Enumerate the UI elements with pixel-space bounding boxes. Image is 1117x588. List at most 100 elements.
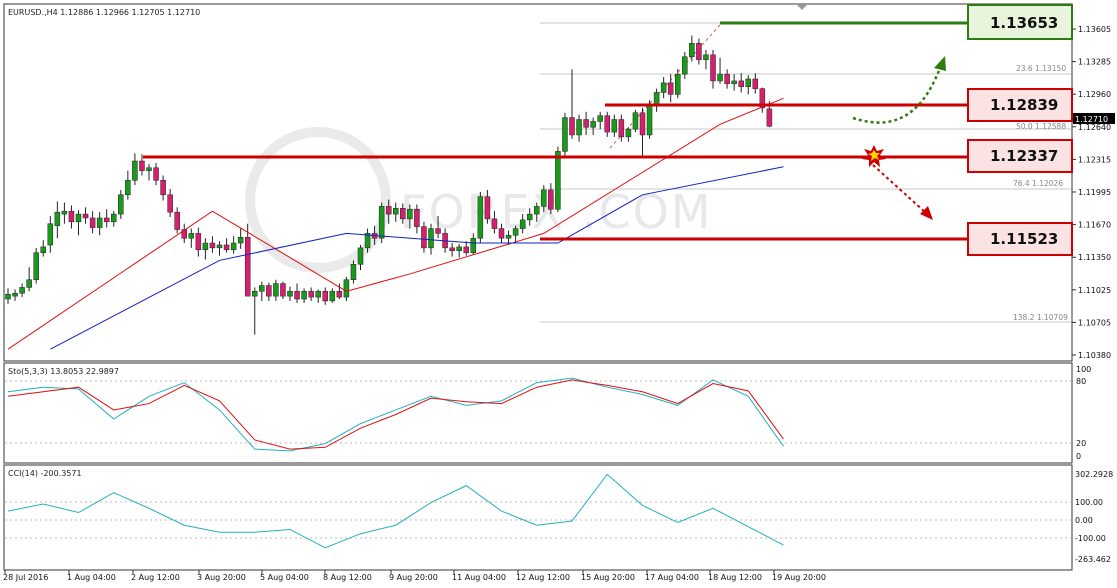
candle: [329, 288, 336, 303]
price-axis: 1.13605 1.13285 1.12960 1.12640 1.12315 1.119…: [1072, 25, 1111, 360]
candle-body: [498, 228, 505, 239]
candle: [470, 233, 477, 255]
candle: [47, 216, 54, 253]
candle-body: [195, 233, 202, 251]
candle-body: [26, 279, 32, 288]
candle: [428, 223, 434, 255]
candle-body: [103, 217, 110, 223]
candle: [583, 111, 589, 135]
candle-body: [414, 209, 420, 227]
candle-body: [315, 291, 321, 298]
candles-layer: [5, 35, 773, 335]
candle: [519, 214, 526, 234]
candle: [181, 223, 187, 244]
breakout-star-icon: [862, 145, 886, 167]
candle: [82, 207, 89, 224]
candle: [660, 77, 667, 99]
candle-body: [294, 291, 300, 300]
candle: [639, 107, 646, 157]
candle-body: [364, 233, 371, 249]
candle: [407, 204, 413, 229]
candle: [759, 87, 766, 113]
candle: [710, 50, 716, 89]
candle: [738, 73, 744, 93]
candle-body: [336, 291, 343, 298]
candle: [103, 209, 110, 228]
time-tick-label: 5 Aug 04:00: [260, 573, 309, 582]
cci-tick-label: -100.00: [1075, 534, 1106, 543]
candle-body: [449, 247, 455, 252]
candle: [280, 281, 286, 300]
candle-body: [174, 211, 180, 230]
candle-body: [378, 206, 385, 239]
candle: [696, 38, 702, 65]
time-tick-label: 2 Aug 12:00: [131, 573, 180, 582]
candle: [752, 73, 759, 94]
candle: [5, 288, 11, 304]
candle-body: [470, 237, 477, 253]
candle: [336, 283, 343, 300]
candle-body: [329, 291, 336, 302]
time-tick-label: 12 Aug 12:00: [516, 573, 570, 582]
candle: [491, 211, 498, 234]
candle-body: [625, 128, 632, 138]
price-tick-label: 1.13605: [1078, 25, 1111, 34]
candle-body: [576, 119, 582, 136]
candle: [146, 163, 152, 181]
candle: [477, 191, 484, 244]
sto-signal-line: [7, 379, 784, 450]
candle: [125, 170, 131, 200]
time-tick-label: 18 Aug 12:00: [708, 573, 762, 582]
candle: [463, 241, 469, 256]
time-tick-label: 8 Aug 12:00: [323, 573, 372, 582]
candle: [75, 210, 82, 236]
price-tick-label: 1.12640: [1078, 123, 1111, 132]
candle-body: [146, 167, 152, 171]
candle-body: [682, 56, 688, 75]
candle: [611, 114, 618, 137]
candle: [378, 202, 385, 244]
candle: [223, 238, 230, 253]
candle-body: [569, 117, 575, 136]
candle: [153, 162, 159, 186]
candle: [230, 236, 237, 254]
candle-body: [357, 247, 364, 265]
candle-body: [667, 82, 674, 95]
candle: [252, 287, 258, 335]
candle-body: [703, 54, 709, 60]
candle-body: [287, 291, 293, 297]
candle-body: [435, 228, 441, 234]
candle-body: [322, 291, 328, 302]
candle-body: [82, 213, 89, 219]
candle-body: [350, 264, 357, 280]
candle: [216, 241, 223, 256]
candle-body: [96, 217, 103, 228]
candle: [111, 211, 117, 227]
candle-body: [696, 43, 702, 60]
price-tick-label: 1.10380: [1078, 351, 1111, 360]
candle-body: [202, 242, 209, 251]
candle-body: [632, 112, 639, 130]
candle-body: [519, 219, 526, 229]
candle-body: [400, 208, 406, 220]
candle-body: [259, 285, 265, 292]
candle: [400, 203, 406, 224]
candle: [393, 202, 399, 222]
ma-red-line: [7, 97, 784, 350]
candle-body: [653, 92, 660, 106]
time-tick-label: 28 Jul 2016: [3, 573, 48, 582]
candle-body: [526, 213, 533, 221]
candle: [632, 109, 639, 133]
candle-body: [160, 180, 166, 196]
candle-body: [555, 151, 561, 210]
candle-body: [731, 80, 737, 85]
candle: [562, 112, 568, 157]
cci-line: [7, 473, 784, 549]
candle-body: [660, 82, 667, 93]
candle-body: [19, 287, 25, 294]
current-price-label: 1.12710: [1075, 115, 1108, 124]
candle-body: [301, 291, 307, 300]
candle: [667, 74, 674, 103]
candle-body: [209, 242, 216, 249]
price-tick-label: 1.11350: [1078, 253, 1111, 262]
